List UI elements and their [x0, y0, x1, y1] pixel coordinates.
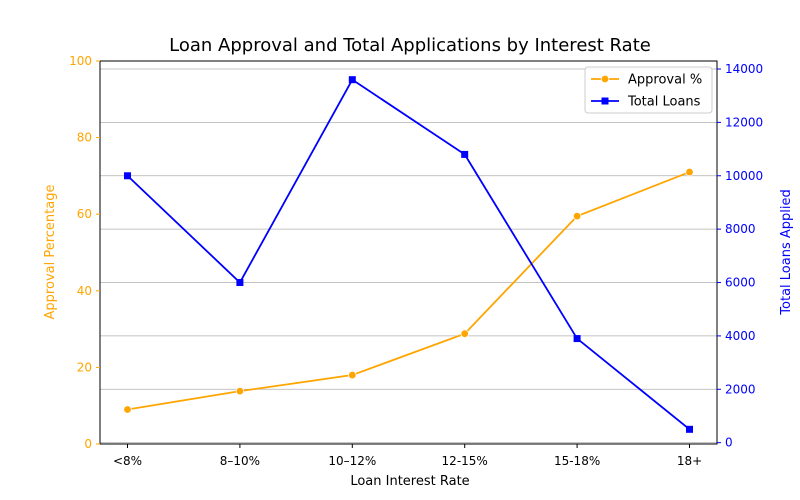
y-left-tick-label-2: 40	[77, 284, 92, 298]
x-axis: <8% 8–10% 10–12% 12-15% 15-18% 18+	[113, 444, 702, 468]
y-right-tick-label-4: 8000	[725, 222, 756, 236]
grid-lines	[100, 68, 717, 444]
y-left-axis: 0 20 40 60 80 100	[69, 54, 100, 451]
y-right-axis-label: Total Loans Applied	[779, 189, 794, 315]
series-line-1	[126, 78, 691, 431]
series-1-point-2	[348, 76, 356, 84]
y-right-tick-label-0: 0	[725, 436, 733, 450]
series-0-point-0	[123, 405, 132, 414]
series-0-point-1	[235, 386, 245, 396]
y-left-axis-label: Approval Percentage	[43, 185, 58, 320]
series-0-point-3	[460, 329, 469, 338]
y-right-tick-label-6: 12000	[725, 115, 763, 129]
series-line-0	[127, 171, 690, 411]
x-tick-label-0: <8%	[113, 454, 142, 468]
plot-frame	[99, 60, 718, 445]
series-1-point-5	[686, 425, 693, 433]
series-0-point-2	[348, 370, 357, 380]
series-0-point-5	[685, 167, 694, 177]
series-1-point-0	[124, 172, 131, 180]
series-0-point-4	[572, 211, 582, 221]
x-tick-label-5: 18+	[677, 454, 702, 468]
series-layer	[123, 76, 694, 433]
legend-marker-1	[601, 97, 609, 105]
y-right-axis: 0 2000 4000 6000 8000 10000 12000 14000	[717, 62, 763, 450]
y-right-tick-label-1: 2000	[725, 382, 756, 396]
y-right-tick-label-3: 6000	[725, 276, 756, 290]
y-left-tick-label-1: 20	[77, 360, 92, 374]
y-right-tick-label-5: 10000	[725, 169, 763, 183]
y-right-tick-label-7: 14000	[725, 62, 763, 76]
legend: Approval % Total Loans	[584, 66, 713, 114]
x-tick-label-2: 10–12%	[328, 454, 376, 468]
x-tick-label-1: 8–10%	[220, 454, 260, 468]
y-left-tick-label-4: 80	[77, 131, 92, 145]
series-1-point-1	[236, 279, 244, 287]
legend-marker-0	[600, 74, 610, 84]
legend-label-0: Approval %	[628, 73, 702, 88]
y-right-tick-label-2: 4000	[725, 329, 756, 343]
x-tick-label-4: 15-18%	[554, 454, 600, 468]
y-left-tick-label-5: 100	[69, 54, 92, 68]
series-1-point-4	[573, 335, 581, 343]
y-left-tick-label-0: 0	[84, 437, 92, 451]
chart-title: Loan Approval and Total Applications by …	[169, 35, 651, 56]
x-tick-label-3: 12-15%	[442, 454, 488, 468]
legend-label-1: Total Loans	[627, 95, 701, 110]
y-left-tick-label-3: 60	[77, 207, 92, 221]
x-axis-label: Loan Interest Rate	[350, 474, 469, 489]
series-1-point-3	[461, 150, 469, 158]
